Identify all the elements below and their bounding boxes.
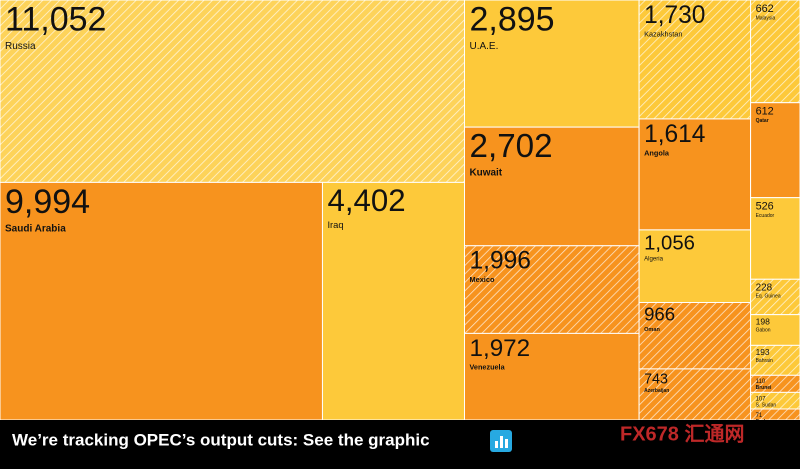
tile-label: Algeria	[644, 256, 664, 263]
tile-label: Mexico	[469, 275, 494, 284]
treemap: 11,052 Russia 9,994 Saudi Arabia 4,402 Iraq 2,…	[0, 0, 800, 425]
tile	[463, 0, 640, 128]
hatch	[750, 408, 800, 420]
value-label: 11,052	[5, 1, 106, 39]
tile-label: Malaysia	[756, 15, 776, 21]
tile	[638, 229, 752, 304]
hatch	[750, 375, 800, 393]
tile-label: Oman	[644, 327, 660, 333]
tile-label: Kuwait	[469, 167, 502, 178]
value-label: 662	[756, 3, 774, 15]
value-label: 71	[756, 413, 763, 419]
value-label: 193	[756, 347, 770, 357]
hatch	[639, 0, 751, 119]
tile	[638, 118, 752, 231]
value-label: 9,994	[5, 183, 90, 221]
tile	[0, 181, 323, 421]
banner[interactable]	[0, 420, 800, 464]
hatch	[750, 0, 800, 103]
hatch	[464, 245, 640, 334]
value-label: 1,614	[644, 121, 705, 148]
tile-label: Azerbaijan	[644, 388, 669, 394]
tile-label: Kazakhstan	[644, 29, 682, 38]
tile-label: Angola	[644, 148, 670, 157]
tile-label: S. Sudan	[756, 402, 777, 408]
value-label: 612	[756, 106, 774, 118]
tile-label: Bahrain	[756, 358, 773, 364]
tile-label: Saudi Arabia	[5, 223, 66, 234]
value-label: 966	[644, 304, 675, 325]
tile-label: Gabon	[756, 327, 771, 333]
watermark: FX678 汇通网	[620, 422, 744, 445]
value-label: 2,895	[469, 1, 554, 39]
value-label: 526	[756, 201, 774, 213]
tile-label: Ecuador	[756, 213, 775, 219]
graphic-icon[interactable]	[490, 430, 512, 452]
tile-label: Brunei	[756, 385, 772, 391]
hatch	[750, 392, 800, 409]
tile-label: Russia	[5, 41, 36, 52]
tile-label: Eq. Guinea	[756, 293, 781, 299]
value-label: 1,056	[644, 232, 695, 254]
tile-label: Venezuela	[469, 362, 505, 371]
value-label: 228	[756, 282, 773, 293]
hatch	[750, 279, 800, 315]
tile	[750, 197, 800, 280]
value-label: 743	[644, 372, 668, 388]
value-label: 2,702	[469, 128, 552, 165]
tile-label: U.A.E.	[469, 41, 498, 52]
value-label: 110	[756, 379, 766, 385]
value-label: 107	[756, 396, 767, 402]
hatch	[639, 302, 751, 369]
value-label: 1,972	[469, 335, 530, 362]
value-label: 198	[756, 317, 771, 327]
tile	[321, 181, 465, 421]
value-label: 4,402	[327, 183, 405, 218]
value-label: 1,996	[469, 248, 530, 275]
banner-text[interactable]: We’re tracking OPEC’s output cuts: See t…	[12, 430, 430, 449]
tile-label: Qatar	[756, 118, 769, 124]
tile	[463, 126, 640, 247]
tile-label: Iraq	[327, 220, 343, 230]
value-label: 1,730	[644, 2, 705, 29]
hatch	[0, 0, 465, 183]
tile	[750, 102, 800, 199]
hatch	[639, 368, 751, 420]
hatch	[750, 345, 800, 376]
